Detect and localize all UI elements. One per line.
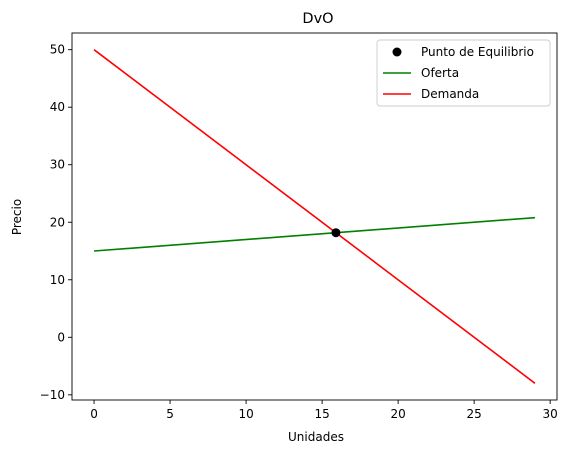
y-tick-label: 0 (57, 330, 65, 344)
x-tick-label: 5 (166, 407, 174, 421)
y-tick-label: 50 (50, 43, 65, 57)
y-tick-label: 10 (50, 273, 65, 287)
y-tick-label: 30 (50, 158, 65, 172)
equilibrium-point (331, 228, 341, 238)
legend-label: Oferta (421, 66, 459, 80)
x-tick-label: 20 (390, 407, 405, 421)
y-tick-label: 20 (50, 215, 65, 229)
x-tick-label: 0 (90, 407, 98, 421)
series-line-oferta (93, 216, 536, 252)
x-axis-label: Unidades (288, 430, 344, 444)
axes-frame (71, 32, 558, 401)
x-tick-label: 15 (314, 407, 329, 421)
y-tick-label: −10 (40, 388, 65, 402)
axes: 0 5 10 15 20 25 30 −10 0 10 20 30 40 50 (40, 32, 558, 421)
legend-label: Punto de Equilibrio (421, 45, 534, 59)
y-axis-label: Precio (10, 199, 24, 235)
x-tick-label: 30 (543, 407, 558, 421)
y-tick-label: 40 (50, 100, 65, 114)
legend-box (376, 39, 551, 107)
x-tick-label: 25 (466, 407, 481, 421)
legend-label: Demanda (421, 87, 479, 101)
x-tick-label: 10 (238, 407, 253, 421)
chart-title: DvO (302, 11, 333, 27)
legend-marker-dot (392, 47, 402, 57)
legend: Punto de Equilibrio Oferta Demanda (376, 39, 551, 107)
plot-area (93, 49, 536, 384)
series-line-demanda (93, 49, 536, 384)
